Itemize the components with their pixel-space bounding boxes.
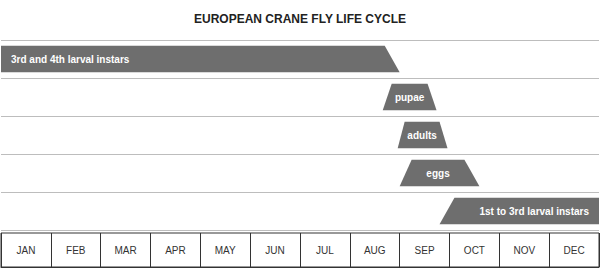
- svg-text:EUROPEAN CRANE FLY LIFE CYCLE: EUROPEAN CRANE FLY LIFE CYCLE: [194, 12, 406, 26]
- svg-text:1st to 3rd larval instars: 1st to 3rd larval instars: [480, 206, 590, 217]
- svg-text:OCT: OCT: [464, 245, 485, 256]
- svg-text:MAY: MAY: [215, 245, 236, 256]
- svg-text:APR: APR: [165, 245, 186, 256]
- svg-text:SEP: SEP: [415, 245, 435, 256]
- svg-text:NOV: NOV: [513, 245, 535, 256]
- svg-text:eggs: eggs: [426, 168, 450, 179]
- svg-text:JAN: JAN: [16, 245, 35, 256]
- svg-text:DEC: DEC: [564, 245, 585, 256]
- svg-text:pupae: pupae: [395, 92, 425, 103]
- svg-text:adults: adults: [407, 130, 437, 141]
- svg-text:FEB: FEB: [66, 245, 86, 256]
- svg-text:AUG: AUG: [364, 245, 386, 256]
- svg-text:JUN: JUN: [265, 245, 284, 256]
- svg-text:MAR: MAR: [114, 245, 136, 256]
- svg-text:JUL: JUL: [316, 245, 334, 256]
- svg-text:3rd and 4th larval instars: 3rd and 4th larval instars: [11, 54, 130, 65]
